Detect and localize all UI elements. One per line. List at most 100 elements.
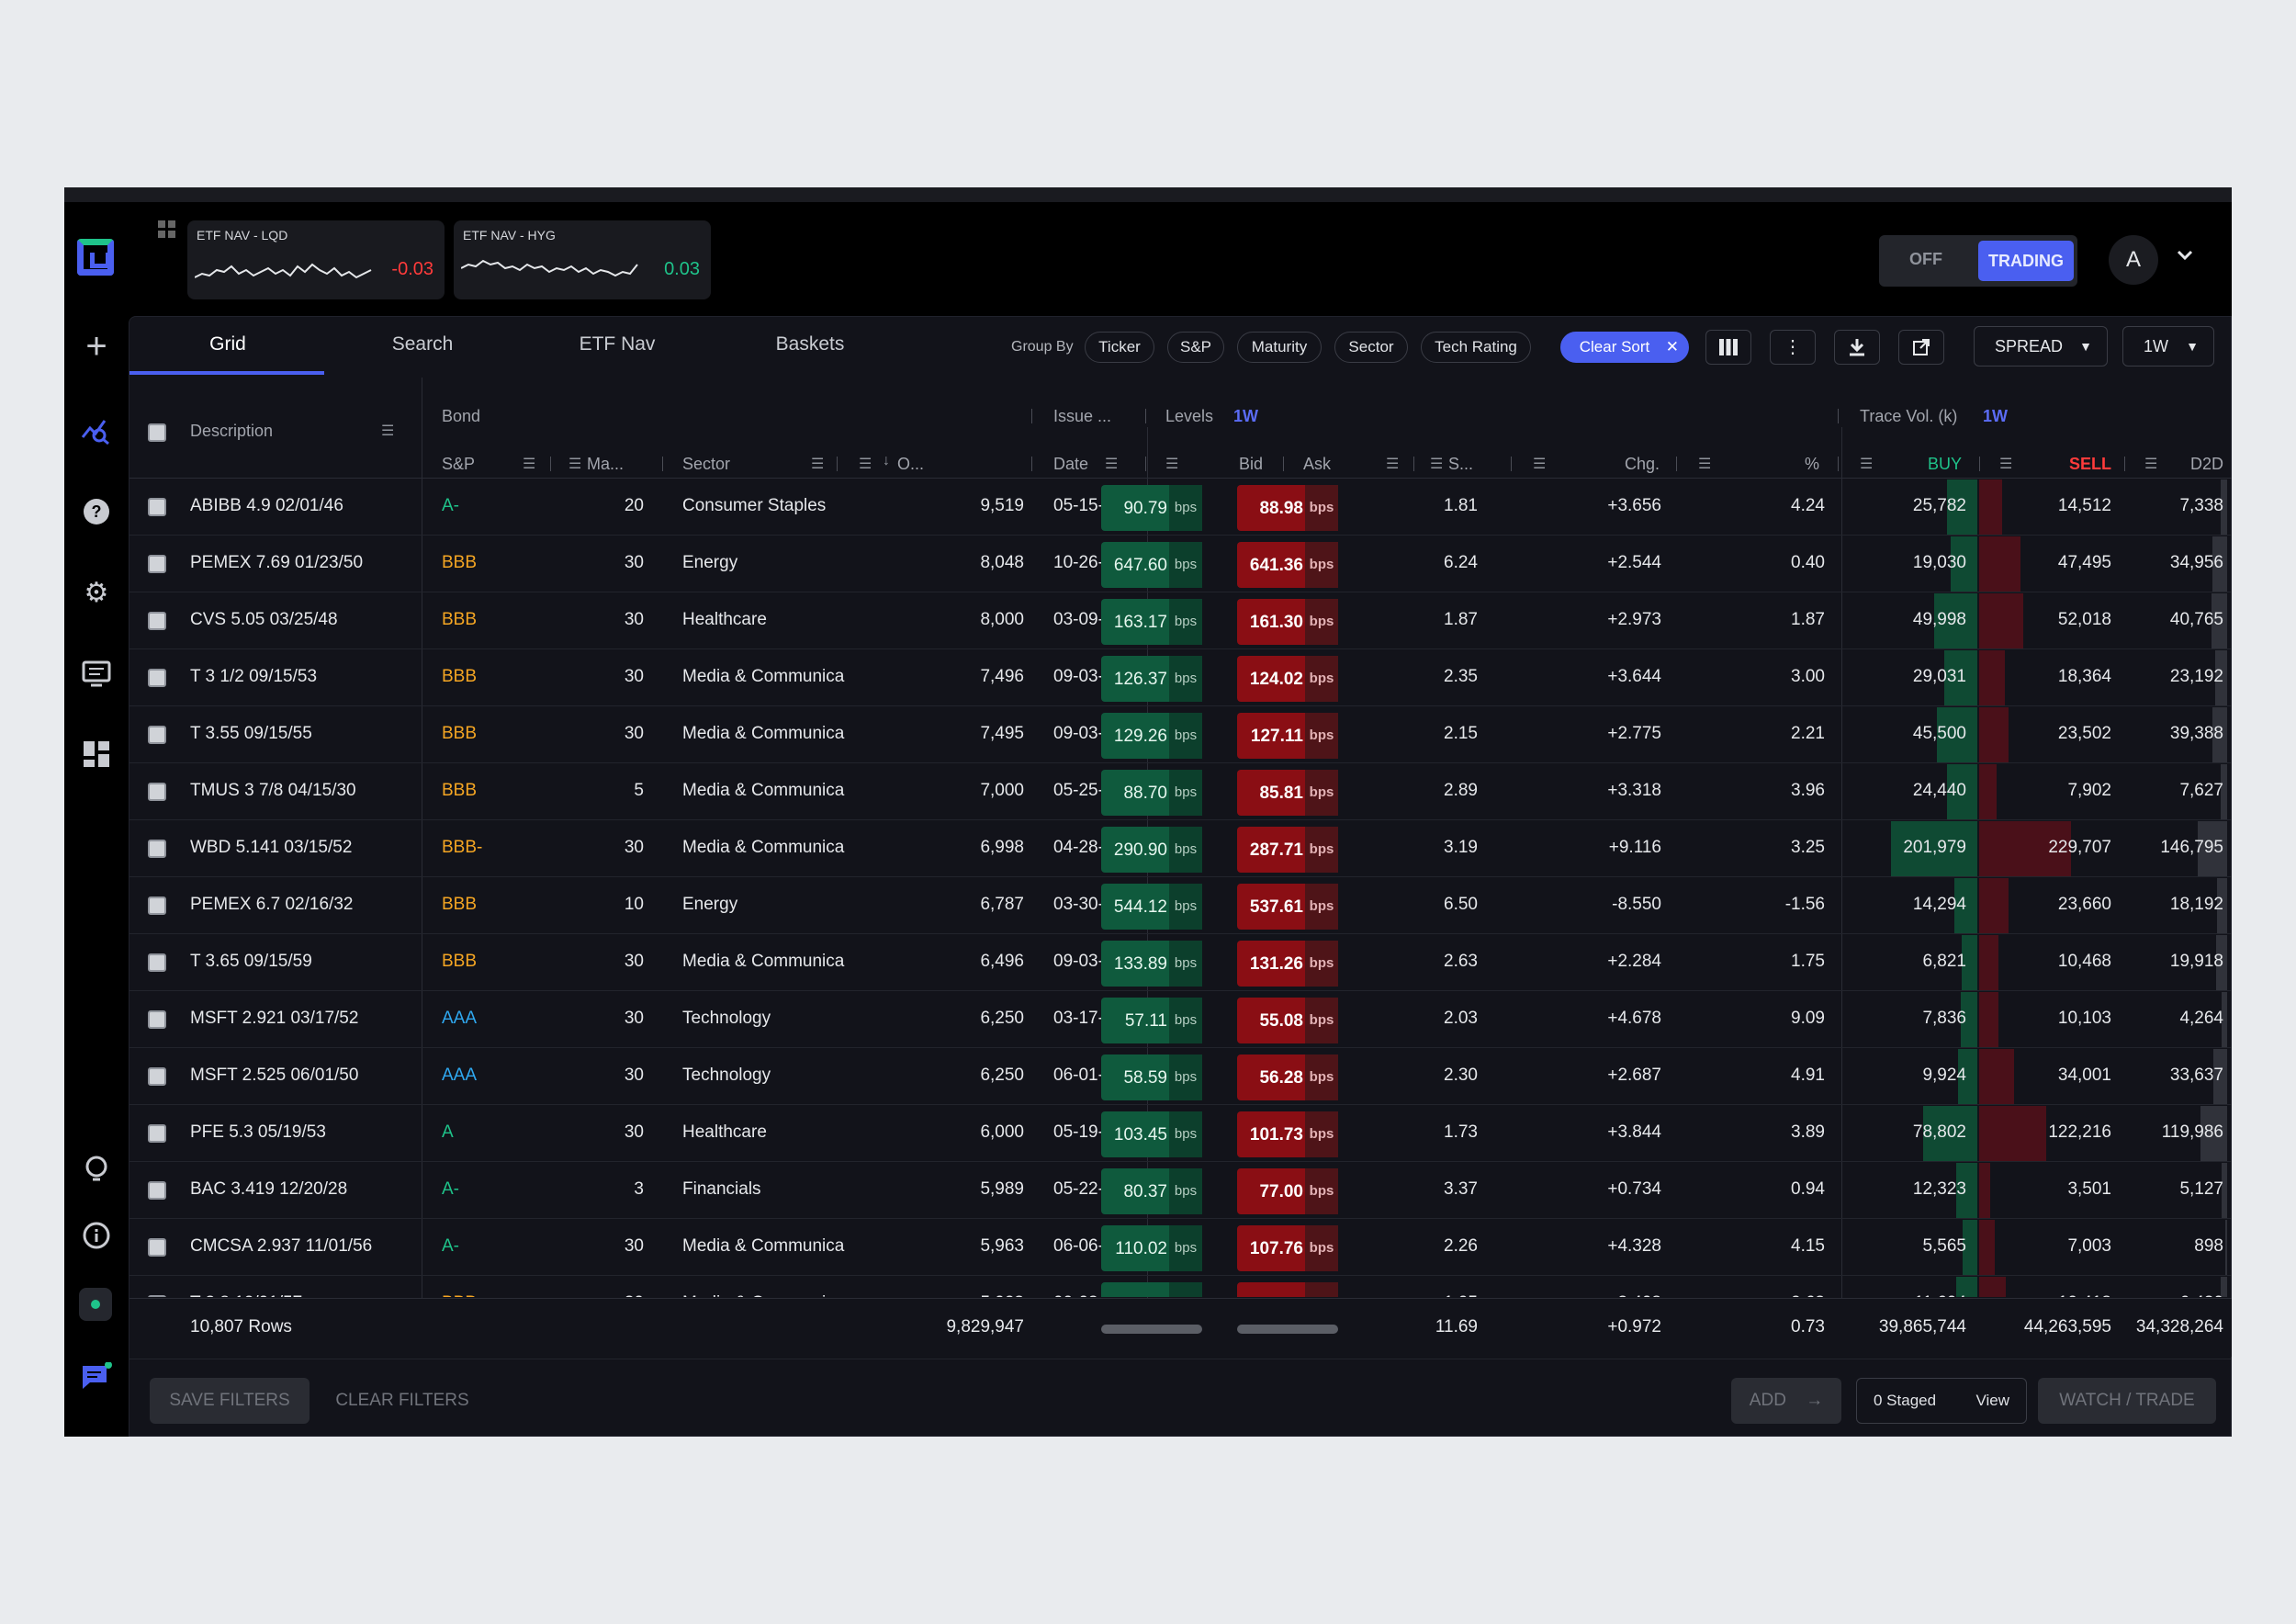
clear-filters-button[interactable]: CLEAR FILTERS — [335, 1391, 469, 1410]
dashboard-icon[interactable] — [75, 733, 118, 775]
bond-description[interactable]: T 3.55 09/15/55 — [190, 724, 312, 743]
widget-grid-icon[interactable] — [158, 220, 178, 241]
bid-level[interactable]: 134.19bps — [1101, 1282, 1202, 1297]
clear-sort-button[interactable]: Clear Sort ✕ — [1560, 332, 1689, 363]
bond-description[interactable]: T 3.8 12/01/57 — [190, 1293, 302, 1297]
table-row[interactable]: CVS 5.05 03/25/48 BBB 30 Healthcare 8,000 03-… — [129, 593, 2232, 649]
table-row[interactable]: PEMEX 7.69 01/23/50 BBB 30 Energy 8,048 10-26… — [129, 536, 2232, 592]
bond-description[interactable]: BAC 3.419 12/20/28 — [190, 1179, 348, 1199]
view-staged-button[interactable]: View — [1975, 1392, 2009, 1409]
bond-description[interactable]: ABIBB 4.9 02/01/46 — [190, 496, 343, 515]
row-checkbox[interactable] — [148, 669, 166, 687]
table-row[interactable]: PFE 5.3 05/19/53 A 30 Healthcare 6,000 05-19-… — [129, 1106, 2232, 1162]
row-checkbox[interactable] — [148, 783, 166, 801]
open-external-button[interactable] — [1898, 330, 1944, 365]
chevron-down-icon[interactable] — [2175, 244, 2195, 271]
group-chip-sp[interactable]: S&P — [1167, 332, 1224, 363]
table-row[interactable]: WBD 5.141 03/15/52 BBB- 30 Media & Communic… — [129, 821, 2232, 877]
table-row[interactable]: MSFT 2.525 06/01/50 AAA 30 Technology 6,250 0… — [129, 1049, 2232, 1105]
col-sell[interactable]: SELL — [2069, 455, 2112, 473]
col-description[interactable]: Description — [190, 422, 274, 440]
trace-period-badge[interactable]: 1W — [1983, 407, 2008, 425]
row-checkbox[interactable] — [148, 1124, 166, 1143]
bid-level[interactable]: 88.70 bps — [1101, 770, 1202, 816]
row-checkbox[interactable] — [148, 1238, 166, 1257]
bond-description[interactable]: T 3 1/2 09/15/53 — [190, 667, 318, 686]
tab-search[interactable]: Search — [391, 333, 454, 355]
group-chip-ticker[interactable]: Ticker — [1085, 332, 1154, 363]
table-row[interactable]: T 3 1/2 09/15/53 BBB 30 Media & Communica 7,… — [129, 650, 2232, 706]
table-row[interactable]: CMCSA 2.937 11/01/56 A- 30 Media & Communic… — [129, 1220, 2232, 1276]
table-row[interactable]: BAC 3.419 12/20/28 A- 3 Financials 5,989 05-2… — [129, 1163, 2232, 1219]
save-filters-button[interactable]: SAVE FILTERS — [150, 1378, 310, 1424]
bond-description[interactable]: MSFT 2.921 03/17/52 — [190, 1009, 359, 1028]
filter-icon[interactable]: ☰ — [1999, 457, 2013, 472]
bond-description[interactable]: MSFT 2.525 06/01/50 — [190, 1066, 359, 1085]
filter-icon[interactable]: ☰ — [1430, 457, 1444, 472]
filter-icon[interactable]: ☰ — [568, 457, 582, 472]
etf-nav-card-hyg[interactable]: ETF NAV - HYG 0.03 — [454, 220, 711, 299]
watch-trade-button[interactable]: WATCH / TRADE — [2038, 1378, 2216, 1424]
row-checkbox[interactable] — [148, 840, 166, 858]
table-row[interactable]: PEMEX 6.7 02/16/32 BBB 10 Energy 6,787 03-30-… — [129, 878, 2232, 934]
download-button[interactable] — [1834, 330, 1880, 365]
bid-level[interactable]: 290.90 bps — [1101, 827, 1202, 873]
ask-level[interactable]: 287.71 bps — [1237, 827, 1338, 873]
col-ask[interactable]: Ask — [1303, 455, 1332, 473]
filter-icon[interactable]: ☰ — [1105, 457, 1119, 472]
ask-level[interactable]: 127.11 bps — [1237, 713, 1338, 759]
col-chg[interactable]: Chg. — [1625, 455, 1660, 473]
ask-level[interactable]: 161.30 bps — [1237, 599, 1338, 645]
col-d2d[interactable]: D2D — [2189, 455, 2223, 473]
col-spread[interactable]: S... — [1448, 455, 1474, 473]
bid-level[interactable]: 133.89 bps — [1101, 941, 1202, 987]
bid-level[interactable]: 647.60 bps — [1101, 542, 1202, 588]
row-checkbox[interactable] — [148, 953, 166, 972]
bid-level[interactable]: 57.11 bps — [1101, 998, 1202, 1043]
chat-icon[interactable] — [75, 1356, 118, 1398]
col-buy[interactable]: BUY — [1928, 455, 1963, 473]
columns-button[interactable] — [1705, 330, 1751, 365]
ask-level[interactable]: 132.25bps — [1237, 1282, 1338, 1297]
bid-level[interactable]: 129.26 bps — [1101, 713, 1202, 759]
ask-level[interactable]: 537.61 bps — [1237, 884, 1338, 930]
filter-icon[interactable]: ☰ — [523, 457, 536, 472]
period-dropdown[interactable]: 1W ▼ — [2122, 326, 2214, 367]
row-checkbox[interactable] — [148, 498, 166, 516]
trading-mode-toggle[interactable]: OFF TRADING — [1879, 235, 2077, 287]
filter-icon[interactable]: ☰ — [1533, 457, 1547, 472]
table-row[interactable]: T 3.55 09/15/55 BBB 30 Media & Communica 7,4… — [129, 707, 2232, 763]
toggle-trading-option[interactable]: TRADING — [1978, 241, 2074, 281]
col-outstanding[interactable]: O... — [897, 455, 925, 473]
col-bid[interactable]: Bid — [1239, 455, 1264, 473]
tab-etf-nav[interactable]: ETF Nav — [579, 333, 656, 355]
ask-level[interactable]: 131.26 bps — [1237, 941, 1338, 987]
ask-level[interactable]: 77.00 bps — [1237, 1168, 1338, 1214]
group-chip-sector[interactable]: Sector — [1334, 332, 1408, 363]
bid-level[interactable]: 58.59 bps — [1101, 1054, 1202, 1100]
col-sector[interactable]: Sector — [682, 455, 731, 473]
filter-icon[interactable]: ☰ — [381, 423, 395, 439]
bid-level[interactable]: 126.37 bps — [1101, 656, 1202, 702]
spread-dropdown[interactable]: SPREAD ▼ — [1974, 326, 2108, 367]
row-checkbox[interactable] — [148, 1295, 166, 1297]
app-logo[interactable] — [77, 239, 114, 276]
bond-description[interactable]: T 3.65 09/15/59 — [190, 952, 312, 971]
col-date[interactable]: Date — [1053, 455, 1089, 473]
bond-description[interactable]: WBD 5.141 03/15/52 — [190, 838, 353, 857]
info-icon[interactable] — [75, 1214, 118, 1257]
filter-icon[interactable]: ☰ — [811, 457, 825, 472]
col-maturity[interactable]: Ma... — [587, 455, 625, 473]
ask-level[interactable]: 56.28 bps — [1237, 1054, 1338, 1100]
filter-icon[interactable]: ☰ — [859, 457, 872, 472]
toggle-off-option[interactable]: OFF — [1909, 250, 1942, 268]
bid-level[interactable]: 90.79 bps — [1101, 485, 1202, 531]
ask-level[interactable]: 641.36 bps — [1237, 542, 1338, 588]
ask-level[interactable]: 88.98 bps — [1237, 485, 1338, 531]
select-all-checkbox[interactable] — [148, 423, 166, 442]
bond-description[interactable]: CMCSA 2.937 11/01/56 — [190, 1236, 373, 1256]
row-checkbox[interactable] — [148, 1181, 166, 1200]
gear-icon[interactable]: ⚙ — [84, 577, 109, 608]
table-row[interactable]: T 3.65 09/15/59 BBB 30 Media & Communica 6,4… — [129, 935, 2232, 991]
row-checkbox[interactable] — [148, 1010, 166, 1029]
